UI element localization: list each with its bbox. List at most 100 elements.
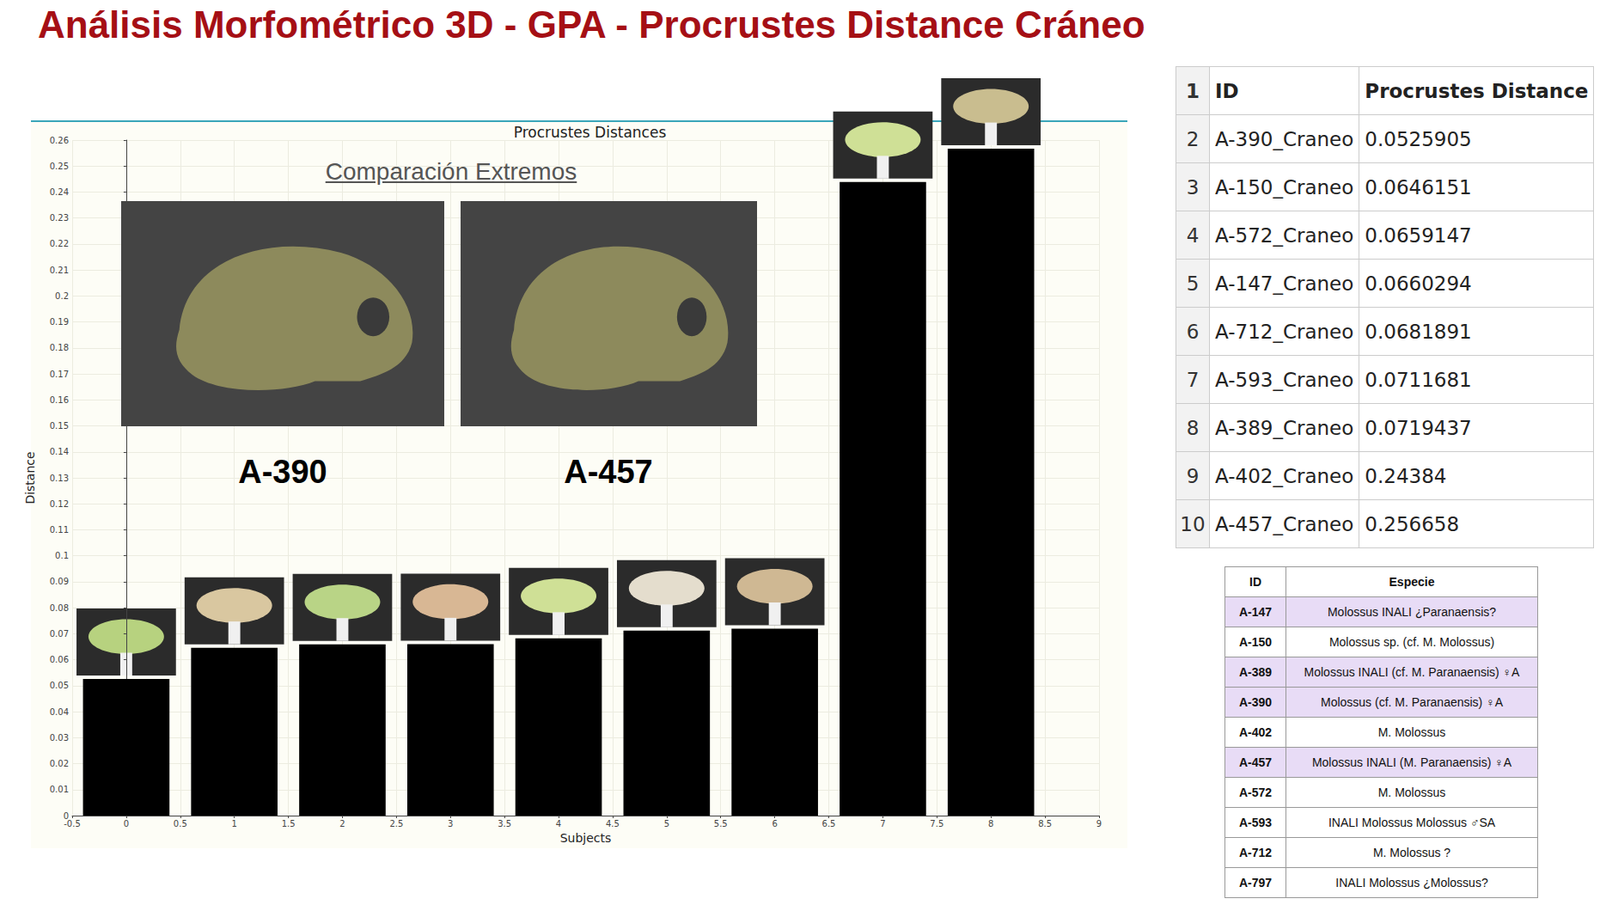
html-text:0.0719437: 0.0719437	[1364, 416, 1472, 439]
html-text:Procrustes Distance: Procrustes Distance	[1364, 79, 1589, 102]
svg-text:0.09: 0.09	[49, 576, 69, 587]
html-text:Molossus sp. (cf. M. Molossus): Molossus sp. (cf. M. Molossus)	[1329, 635, 1495, 649]
html-text:5: 5	[1186, 271, 1199, 295]
svg-text:0.05: 0.05	[49, 680, 69, 691]
html-text:A-390: A-390	[238, 453, 328, 490]
html-text:Especie: Especie	[1389, 574, 1435, 589]
svg-text:3: 3	[447, 818, 453, 829]
svg-text:-0.5: -0.5	[63, 818, 81, 829]
html-text:4: 4	[1186, 223, 1199, 247]
html-text:Molossus INALI (cf. M. Paranae: Molossus INALI (cf. M. Paranaensis) ♀A	[1303, 665, 1520, 679]
svg-text:0.1: 0.1	[54, 550, 69, 561]
html-text:A-797: A-797	[1239, 875, 1272, 890]
svg-text:5.5: 5.5	[714, 818, 728, 829]
svg-text:0.18: 0.18	[49, 342, 69, 353]
html-text:A-712: A-712	[1239, 845, 1272, 860]
svg-text:Procrustes Distances: Procrustes Distances	[513, 123, 667, 141]
svg-text:0.02: 0.02	[49, 758, 69, 769]
html-text:3: 3	[1186, 175, 1199, 199]
html-text:A-150: A-150	[1239, 635, 1272, 649]
svg-text:6: 6	[771, 818, 777, 829]
svg-text:0.06: 0.06	[49, 654, 69, 665]
html-text:0.256658: 0.256658	[1364, 512, 1460, 535]
svg-text:Subjects: Subjects	[560, 830, 612, 845]
svg-text:0.5: 0.5	[173, 818, 188, 829]
svg-text:0.01: 0.01	[49, 784, 69, 794]
html-text:ID: ID	[1215, 79, 1239, 102]
svg-text:0.25: 0.25	[49, 161, 69, 171]
svg-text:0.13: 0.13	[49, 473, 69, 483]
html-text:A-147: A-147	[1239, 604, 1272, 619]
svg-text:8: 8	[988, 818, 994, 829]
html-text:A-389_Craneo: A-389_Craneo	[1215, 416, 1354, 439]
html-text:Molossus INALI ¿Paranaensis?: Molossus INALI ¿Paranaensis?	[1327, 604, 1497, 619]
svg-text:0: 0	[123, 818, 129, 829]
html-text:A-150_Craneo: A-150_Craneo	[1215, 175, 1354, 199]
html-text:0.0659147: 0.0659147	[1364, 223, 1472, 247]
html-text:M. Molossus ?: M. Molossus ?	[1373, 845, 1451, 860]
html-text:0.0525905: 0.0525905	[1364, 127, 1472, 150]
html-text:0.0660294: 0.0660294	[1364, 271, 1472, 295]
html-text:A-593: A-593	[1239, 815, 1272, 830]
svg-text:0.03: 0.03	[49, 732, 69, 743]
html-text:Molossus INALI (M. Paranaensis: Molossus INALI (M. Paranaensis) ♀A	[1312, 755, 1512, 770]
html-text:A-593_Craneo: A-593_Craneo	[1215, 368, 1354, 391]
svg-text:0.14: 0.14	[49, 446, 69, 457]
html-text:A-457_Craneo: A-457_Craneo	[1215, 512, 1354, 535]
html-text:A-390: A-390	[1239, 695, 1272, 709]
svg-text:0.08: 0.08	[49, 603, 69, 613]
html-text:A-712_Craneo: A-712_Craneo	[1215, 320, 1354, 343]
html-text:0.0681891: 0.0681891	[1364, 320, 1472, 343]
svg-text:0.19: 0.19	[49, 317, 69, 327]
html-text:A-402: A-402	[1239, 725, 1272, 739]
html-text:A-147_Craneo: A-147_Craneo	[1215, 271, 1354, 295]
html-text:2: 2	[1186, 127, 1199, 150]
svg-text:1: 1	[231, 818, 237, 829]
html-text:A-402_Craneo: A-402_Craneo	[1215, 464, 1354, 487]
svg-text:0.07: 0.07	[49, 629, 69, 639]
html-text:A-389: A-389	[1239, 665, 1272, 679]
svg-text:7: 7	[879, 818, 886, 829]
svg-text:0.12: 0.12	[49, 499, 69, 509]
html-text:M. Molossus: M. Molossus	[1378, 785, 1446, 800]
svg-text:0.2: 0.2	[54, 291, 69, 301]
svg-text:0.11: 0.11	[49, 525, 69, 535]
svg-text:4.5: 4.5	[605, 818, 620, 829]
svg-text:1.5: 1.5	[281, 818, 296, 829]
svg-text:Distance: Distance	[23, 451, 37, 504]
html-text:10: 10	[1180, 512, 1206, 535]
html-text:Molossus (cf. M. Paranaensis): Molossus (cf. M. Paranaensis) ♀A	[1320, 695, 1503, 709]
svg-text:0.04: 0.04	[49, 707, 69, 717]
svg-text:0.24: 0.24	[49, 187, 69, 197]
svg-text:2.5: 2.5	[389, 818, 404, 829]
html-text:Análisis Morfométrico 3D - GPA: Análisis Morfométrico 3D - GPA - Procrus…	[37, 3, 1146, 46]
svg-text:0.26: 0.26	[49, 135, 69, 146]
html-text:INALI Molossus ¿Molossus?: INALI Molossus ¿Molossus?	[1335, 875, 1489, 890]
svg-text:0.15: 0.15	[49, 421, 69, 431]
svg-text:2: 2	[339, 818, 345, 829]
html-text:INALI Molossus Molossus ♂SA: INALI Molossus Molossus ♂SA	[1328, 815, 1496, 830]
html-text:0.24384: 0.24384	[1364, 464, 1447, 487]
svg-text:9: 9	[1096, 818, 1102, 829]
html-text:1: 1	[1185, 79, 1200, 102]
html-text:A-390_Craneo: A-390_Craneo	[1215, 127, 1354, 150]
svg-text:5: 5	[664, 818, 670, 829]
svg-text:4: 4	[555, 818, 562, 829]
html-text:A-457: A-457	[1239, 755, 1272, 770]
svg-text:0.16: 0.16	[49, 395, 69, 405]
html-text:M. Molossus: M. Molossus	[1378, 725, 1446, 739]
svg-text:0.23: 0.23	[49, 213, 69, 223]
html-text:A-457: A-457	[563, 453, 653, 490]
html-text:A-572_Craneo: A-572_Craneo	[1215, 223, 1354, 247]
svg-text:6.5: 6.5	[822, 818, 837, 829]
html-text:0.0646151: 0.0646151	[1364, 175, 1472, 199]
svg-text:0.21: 0.21	[49, 265, 69, 275]
svg-text:7.5: 7.5	[929, 818, 944, 829]
svg-text:3.5: 3.5	[497, 818, 512, 829]
html-text:0.0711681: 0.0711681	[1364, 368, 1472, 391]
html-text:Comparación Extremos: Comparación Extremos	[325, 158, 577, 185]
svg-text:0.17: 0.17	[49, 369, 69, 379]
svg-text:0.22: 0.22	[49, 238, 69, 249]
svg-text:8.5: 8.5	[1038, 818, 1052, 829]
html-text:A-572: A-572	[1239, 785, 1272, 800]
